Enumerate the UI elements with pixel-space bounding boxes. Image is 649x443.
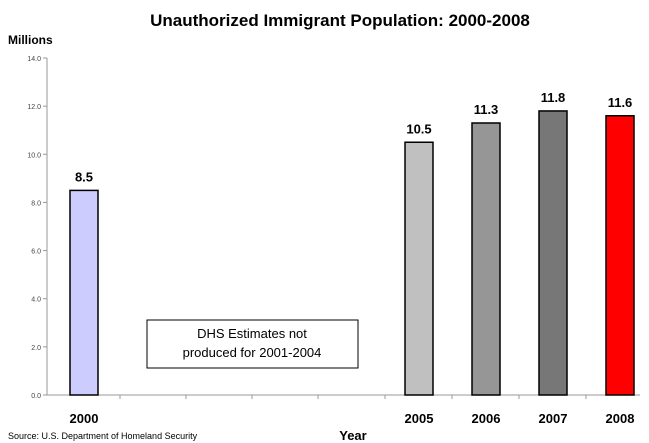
y-tick-label: 14.0 bbox=[27, 56, 41, 63]
x-tick-label-2006: 2006 bbox=[472, 411, 501, 426]
bars-group bbox=[69, 110, 635, 396]
x-tick-label-2005: 2005 bbox=[405, 411, 434, 426]
bar-2006 bbox=[471, 122, 501, 396]
annotation-box: DHS Estimates not produced for 2001-2004 bbox=[146, 319, 359, 369]
source-note: Source: U.S. Department of Homeland Secu… bbox=[8, 431, 198, 441]
y-tick-label: 8.0 bbox=[31, 200, 41, 207]
data-label-2008: 11.6 bbox=[608, 95, 633, 110]
data-label-2007: 11.8 bbox=[541, 90, 566, 105]
bar-2008 bbox=[605, 115, 635, 396]
x-tick-label-2000: 2000 bbox=[70, 411, 99, 426]
bar-2007 bbox=[538, 110, 568, 396]
y-tick-label: 12.0 bbox=[27, 104, 41, 111]
data-labels-group: 8.5 10.5 11.3 11.8 11.6 bbox=[75, 90, 632, 184]
annotation-frame bbox=[146, 319, 359, 369]
data-label-2006: 11.3 bbox=[474, 102, 499, 117]
bar-2000 bbox=[69, 189, 99, 396]
x-tick-label-2007: 2007 bbox=[539, 411, 568, 426]
data-label-2000: 8.5 bbox=[75, 169, 93, 184]
y-tick-label: 6.0 bbox=[31, 249, 41, 256]
y-tick-label: 0.0 bbox=[31, 393, 41, 400]
x-axis-minor-ticks bbox=[119, 395, 587, 399]
data-label-2005: 10.5 bbox=[406, 121, 431, 136]
x-axis-label: Year bbox=[339, 428, 366, 443]
y-tick-label: 2.0 bbox=[31, 345, 41, 352]
x-tick-label-2008: 2008 bbox=[606, 411, 635, 426]
bar-2005 bbox=[404, 141, 434, 396]
y-tick-label: 4.0 bbox=[31, 297, 41, 304]
y-tick-label: 10.0 bbox=[27, 152, 41, 159]
x-axis-tick-labels: 2000 2005 2006 2007 2008 bbox=[70, 411, 635, 426]
chart-title: Unauthorized Immigrant Population: 2000-… bbox=[150, 11, 530, 30]
y-axis-label: Millions bbox=[8, 33, 53, 47]
annotation-line-2: produced for 2001-2004 bbox=[183, 345, 322, 360]
annotation-line-1: DHS Estimates not bbox=[197, 326, 307, 341]
y-axis-ticks: 0.0 2.0 4.0 6.0 8.0 10.0 12.0 14.0 bbox=[27, 56, 47, 400]
